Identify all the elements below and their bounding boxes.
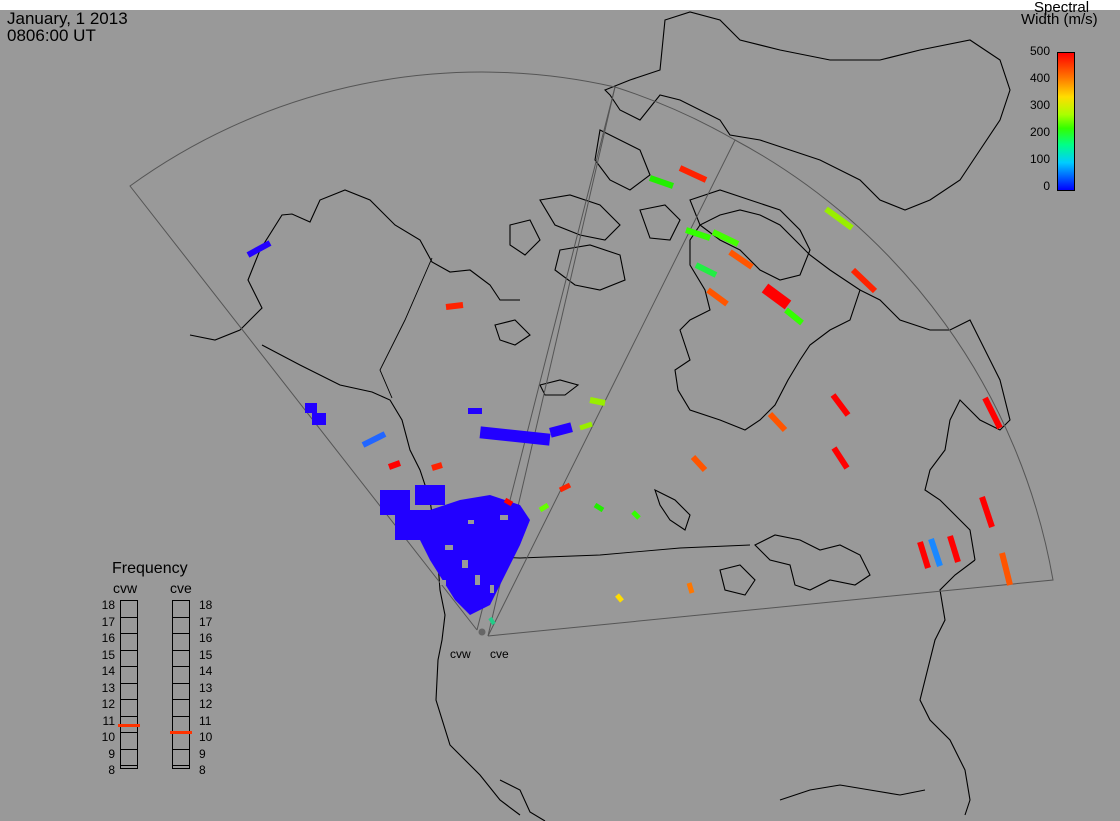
frequency-cell-divider xyxy=(173,765,189,766)
frequency-label-cve: 9 xyxy=(199,746,206,761)
frequency-label-cvw: 18 xyxy=(101,598,115,612)
frequency-cell-divider xyxy=(121,666,137,667)
frequency-cell-divider xyxy=(173,748,189,750)
coastline-gulf xyxy=(779,784,926,801)
top-strip xyxy=(0,0,1120,10)
coastlines xyxy=(189,11,1011,821)
scatter-w-1 xyxy=(305,403,317,413)
frequency-label-cvw: 17 xyxy=(101,614,115,629)
frequency-marker-cve xyxy=(170,730,192,734)
frequency-gauge-cvw xyxy=(120,600,138,769)
scatter-echoes xyxy=(246,165,1013,626)
coastline-east-us xyxy=(919,559,976,816)
title-time: 0806:00 UT xyxy=(7,26,96,45)
frequency-label-cvw: 16 xyxy=(101,631,115,645)
frequency-label-cve: 13 xyxy=(199,680,213,695)
frequency-cell-divider xyxy=(173,715,189,717)
frequency-cell-divider xyxy=(121,699,137,700)
scatter-dense xyxy=(305,403,573,615)
frequency-cell-divider xyxy=(173,633,189,634)
coastline-baja xyxy=(499,779,546,821)
spectral-width-colorbar xyxy=(1057,52,1075,191)
scatter-block-3 xyxy=(415,485,445,505)
coastline-baffin xyxy=(689,189,811,281)
frequency-cell-divider xyxy=(173,666,189,667)
frequency-title: Frequency xyxy=(112,560,188,577)
frequency-header-cvw: cvw xyxy=(113,580,138,596)
scatter-fan xyxy=(420,495,530,615)
frequency-marker-cvw xyxy=(118,724,140,728)
coastline-island-3 xyxy=(509,219,541,256)
frequency-gauge-cve xyxy=(172,600,190,769)
fov-cve-arc xyxy=(614,86,736,141)
frequency-cell-divider xyxy=(121,748,137,750)
frequency-cell-divider xyxy=(121,765,137,766)
frequency-label-cve: 11 xyxy=(199,713,212,728)
frequency-cell-divider xyxy=(121,682,137,684)
frequency-label-cvw: 15 xyxy=(101,647,115,662)
scatter-band-2 xyxy=(549,422,573,438)
frequency-header-cve: cve xyxy=(170,580,192,596)
scatter-w-3 xyxy=(468,408,482,414)
frequency-label-cvw: 13 xyxy=(101,680,115,695)
site-label-cvw: cvw xyxy=(450,647,471,661)
coastline-island-6 xyxy=(494,319,531,346)
frequency-label-cve: 12 xyxy=(199,697,213,711)
coastline-labrador xyxy=(859,289,1011,561)
colorbar-tick: 0 xyxy=(1043,179,1050,193)
frequency-label-cvw: 12 xyxy=(101,697,115,711)
colorbar-tick: 400 xyxy=(1029,71,1050,85)
colorbar-tick: 100 xyxy=(1029,152,1050,166)
frequency-cell-divider xyxy=(173,699,189,700)
frequency-cell-divider xyxy=(173,649,189,651)
frequency-cell-divider xyxy=(173,682,189,684)
coastline-great-lakes xyxy=(754,534,871,591)
coastline-greenland xyxy=(604,11,1011,211)
frequency-label-cve: 8 xyxy=(199,763,206,777)
coastline-lake-winnipeg xyxy=(654,488,691,531)
frequency-label-cve: 14 xyxy=(199,664,213,678)
coastline-alaska xyxy=(189,189,520,341)
fov-cvw xyxy=(129,71,616,631)
frequency-label-cve: 17 xyxy=(199,614,213,629)
frequency-cell-divider xyxy=(121,715,137,717)
colorbar-tick: 300 xyxy=(1029,98,1050,112)
frequency-label-cve: 10 xyxy=(199,730,213,744)
frequency-cell-divider xyxy=(121,616,137,618)
coastline-island-2 xyxy=(539,194,621,241)
frequency-cell-divider xyxy=(121,633,137,634)
frequency-label-cvw: 9 xyxy=(108,746,115,761)
frequency-label-cvw: 14 xyxy=(101,664,115,678)
colorbar-tick: 200 xyxy=(1029,125,1050,139)
scatter-band xyxy=(479,426,551,446)
frequency-label-cve: 15 xyxy=(199,647,213,662)
frequency-cell-divider xyxy=(121,649,137,651)
frequency-label-cvw: 11 xyxy=(102,713,115,728)
scatter-block-2 xyxy=(395,510,435,540)
fov-cve xyxy=(487,139,1054,637)
frequency-cell-divider xyxy=(121,732,137,733)
colorbar-title-line2: Width (m/s) xyxy=(1021,11,1098,28)
frequency-label-cve: 16 xyxy=(199,631,213,645)
radar-site-marker[interactable] xyxy=(478,628,486,636)
colorbar-tick: 500 xyxy=(1029,44,1050,58)
scatter-w-2 xyxy=(312,413,326,425)
fov-outlines xyxy=(129,71,1054,637)
scatter-gaps xyxy=(440,515,508,593)
border-alaska-canada xyxy=(379,257,433,399)
frequency-label-cvw: 10 xyxy=(101,730,115,744)
frequency-cell-divider xyxy=(173,616,189,618)
frequency-label-cvw: 8 xyxy=(108,763,115,777)
coastline-island-4 xyxy=(554,244,626,291)
frequency-label-cve: 18 xyxy=(199,598,213,612)
coastline-lakes-2 xyxy=(719,564,756,596)
colorbar-title-line1: Spectral xyxy=(1034,0,1090,16)
title-date: January, 1 2013 xyxy=(7,9,128,28)
site-label-cve: cve xyxy=(490,647,509,661)
coastline-island-5 xyxy=(639,204,681,241)
